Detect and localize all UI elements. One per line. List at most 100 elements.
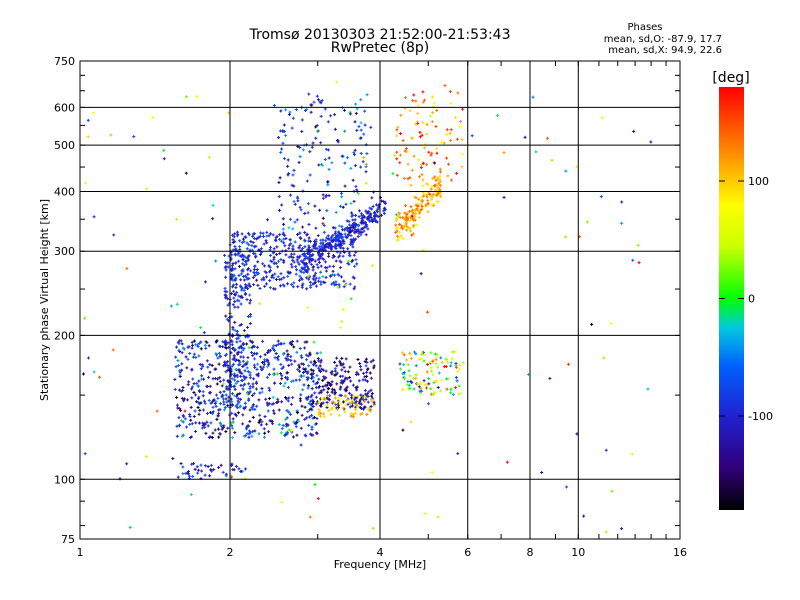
data-point (322, 230, 326, 234)
data-point (246, 272, 250, 276)
data-point (226, 363, 230, 367)
data-point (301, 260, 305, 264)
data-point (319, 101, 323, 105)
data-point (265, 230, 269, 234)
data-point (340, 191, 344, 195)
data-point (282, 276, 286, 280)
data-point (326, 380, 330, 384)
data-point (308, 150, 312, 154)
data-point (277, 181, 281, 185)
data-point (422, 146, 426, 150)
data-point (250, 244, 254, 248)
data-point (232, 468, 236, 472)
data-point (329, 371, 333, 375)
data-point (221, 345, 225, 349)
data-point (176, 406, 180, 410)
data-point (356, 192, 360, 196)
data-point (359, 412, 363, 416)
data-point (362, 226, 366, 230)
data-point (241, 341, 245, 345)
data-point (321, 222, 325, 226)
data-point (426, 310, 430, 314)
data-point (307, 423, 311, 427)
data-point (273, 381, 277, 385)
data-point (272, 103, 276, 107)
data-point (311, 375, 315, 379)
data-point (323, 245, 327, 249)
data-point (239, 383, 243, 387)
data-point (226, 404, 230, 408)
data-point (401, 139, 405, 143)
data-point (277, 259, 281, 263)
data-point (231, 327, 235, 331)
data-point (247, 243, 251, 247)
data-point (202, 408, 206, 412)
data-point (419, 208, 423, 212)
data-point (326, 234, 330, 238)
data-point (236, 396, 240, 400)
data-point (203, 343, 207, 347)
data-point (649, 140, 653, 144)
data-point (226, 380, 230, 384)
data-point (305, 179, 309, 183)
data-point (296, 367, 300, 371)
data-point (371, 220, 375, 224)
data-point (203, 464, 207, 468)
data-point (204, 340, 208, 344)
data-point (445, 132, 449, 136)
data-point (206, 424, 210, 428)
data-point (272, 247, 276, 251)
data-point (365, 152, 369, 156)
data-point (310, 387, 314, 391)
data-point (422, 359, 426, 363)
data-point (321, 193, 325, 197)
data-point (303, 405, 307, 409)
data-point (425, 132, 429, 136)
data-point (224, 370, 228, 374)
data-point (223, 286, 227, 290)
data-point (187, 345, 191, 349)
data-point (356, 235, 360, 239)
data-point (419, 166, 423, 170)
data-point (262, 276, 266, 280)
data-point (258, 391, 262, 395)
data-point (263, 284, 267, 288)
data-point (318, 400, 322, 404)
data-point (265, 401, 269, 405)
data-point (255, 272, 259, 276)
data-point (230, 411, 234, 415)
data-point (366, 394, 370, 398)
data-point (376, 207, 380, 211)
data-point (196, 471, 200, 475)
data-point (425, 195, 429, 199)
data-point (251, 415, 255, 419)
data-point (266, 359, 270, 363)
data-point (398, 230, 402, 234)
data-point (446, 174, 450, 178)
data-point (308, 255, 312, 259)
data-point (180, 362, 184, 366)
data-point (238, 392, 242, 396)
data-point (315, 123, 319, 127)
data-point (424, 203, 428, 207)
data-point (401, 236, 405, 240)
data-point (454, 386, 458, 390)
data-point (223, 289, 227, 293)
data-point (348, 282, 352, 286)
data-point (419, 391, 423, 395)
data-point (365, 412, 369, 416)
data-point (354, 213, 358, 217)
data-point (272, 411, 276, 415)
data-point (437, 371, 441, 375)
data-point (233, 277, 237, 281)
data-point (303, 340, 307, 344)
data-point (342, 400, 346, 404)
data-point (251, 234, 255, 238)
data-point (359, 393, 363, 397)
data-point (226, 297, 230, 301)
data-point (306, 211, 310, 215)
data-point (251, 344, 255, 348)
data-point (184, 95, 188, 99)
data-point (263, 264, 267, 268)
data-point (349, 412, 353, 416)
